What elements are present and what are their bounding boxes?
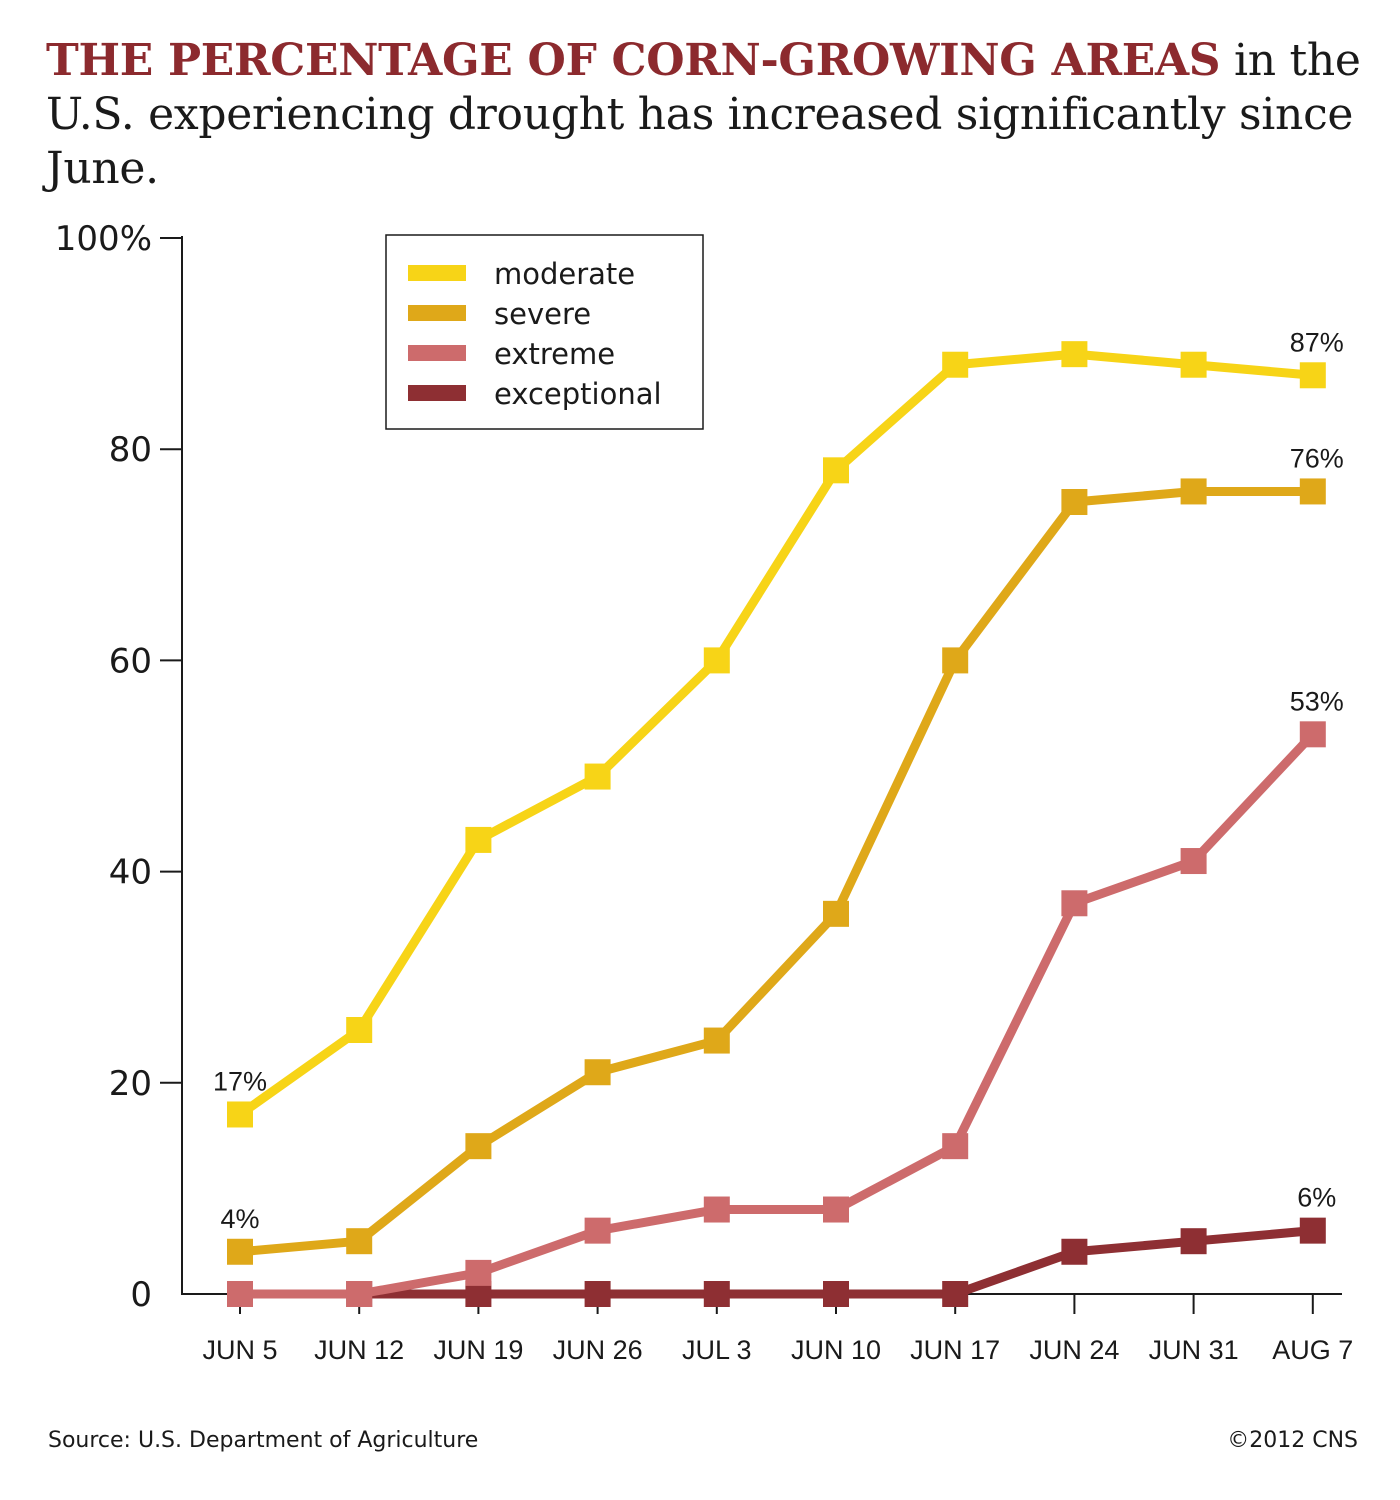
data-labels: 17% 87% 4% 76% 53% 6% — [213, 327, 1344, 1233]
legend-swatch-exceptional — [408, 385, 466, 401]
data-point-extreme — [942, 1133, 969, 1160]
y-tick-label: 100% — [55, 219, 152, 259]
legend-swatch-severe — [408, 305, 466, 321]
legend-label-extreme: extreme — [494, 337, 615, 371]
title-highlight: THE PERCENTAGE OF CORN-GROWING AREAS — [46, 35, 1221, 86]
series-line-exceptional — [240, 1226, 1314, 1299]
data-point-severe — [227, 1238, 253, 1265]
y-tick-label: 40 — [109, 853, 152, 893]
data-label: 17% — [213, 1066, 267, 1096]
data-point-moderate — [942, 351, 969, 378]
data-point-exceptional — [1061, 1238, 1088, 1265]
legend-label-exceptional: exceptional — [494, 377, 662, 411]
x-tick-label: JUN 17 — [910, 1335, 1000, 1365]
data-point-exceptional — [1180, 1228, 1207, 1255]
data-point-extreme — [584, 1217, 611, 1244]
data-point-severe — [346, 1228, 373, 1255]
data-point-extreme — [823, 1196, 849, 1223]
data-point-severe — [1061, 489, 1088, 515]
x-tick-label: JUN 31 — [1149, 1335, 1239, 1365]
data-point-extreme — [227, 1281, 253, 1307]
data-point-extreme — [1299, 721, 1326, 748]
y-tick-label: 60 — [109, 641, 152, 681]
data-point-severe — [1180, 478, 1207, 505]
data-point-moderate — [823, 457, 849, 484]
series-moderate — [227, 341, 1326, 1128]
series-line-moderate — [237, 349, 1314, 1119]
x-tick-label: JUN 24 — [1029, 1335, 1119, 1365]
copyright-note: ©2012 CNS — [1227, 1428, 1358, 1453]
legend: moderate severe extreme exceptional — [385, 234, 704, 430]
data-point-severe — [1299, 478, 1326, 505]
data-point-extreme — [703, 1196, 730, 1223]
data-point-severe — [942, 647, 969, 674]
y-tick-label: 0 — [130, 1275, 152, 1315]
data-point-extreme — [346, 1281, 373, 1307]
title-rest: in the U.S. experiencing drought has inc… — [46, 35, 1361, 194]
legend-label-severe: severe — [494, 297, 591, 331]
x-tick-label: JUN 19 — [433, 1335, 523, 1365]
x-tick-label: JUN 26 — [553, 1335, 643, 1365]
data-label: 53% — [1290, 686, 1344, 716]
axes: 100% 80 60 40 20 0 JUN 5 JUN 12 JUN 19 JUN 26 JUL … — [55, 219, 1354, 1365]
data-point-moderate — [346, 1017, 373, 1043]
data-point-severe — [703, 1027, 730, 1054]
data-point-severe — [823, 900, 849, 927]
data-point-moderate — [465, 826, 492, 853]
x-tick-label: JUN 5 — [202, 1335, 277, 1365]
series-layer — [227, 341, 1326, 1307]
y-tick-label: 20 — [109, 1064, 152, 1104]
data-point-moderate — [584, 763, 611, 790]
data-point-severe — [465, 1133, 492, 1160]
data-point-exceptional — [584, 1281, 611, 1307]
source-note: Source: U.S. Department of Agriculture — [48, 1428, 479, 1453]
data-point-exceptional — [1299, 1217, 1326, 1244]
x-tick-label: JUL 3 — [682, 1335, 752, 1365]
data-point-moderate — [1180, 351, 1207, 378]
legend-swatch-extreme — [408, 345, 466, 361]
chart-title: THE PERCENTAGE OF CORN-GROWING AREAS in … — [46, 34, 1366, 196]
data-point-extreme — [1180, 848, 1207, 875]
x-tick-label: JUN 10 — [791, 1335, 881, 1365]
data-point-extreme — [465, 1259, 492, 1286]
series-extreme — [227, 721, 1326, 1307]
series-severe — [227, 478, 1326, 1265]
data-point-severe — [584, 1059, 611, 1086]
data-label: 87% — [1290, 327, 1344, 357]
data-label: 76% — [1290, 443, 1344, 473]
data-point-exceptional — [942, 1281, 969, 1307]
data-point-exceptional — [703, 1281, 730, 1307]
data-point-moderate — [703, 647, 730, 674]
legend-swatch-moderate — [408, 265, 466, 281]
x-tick-label: AUG 7 — [1272, 1335, 1353, 1365]
data-point-extreme — [1061, 890, 1088, 917]
data-point-moderate — [1061, 341, 1088, 368]
data-point-moderate — [227, 1101, 253, 1128]
series-line-extreme — [240, 731, 1317, 1299]
data-point-moderate — [1299, 362, 1326, 389]
series-line-severe — [239, 486, 1313, 1257]
x-tick-label: JUN 12 — [314, 1335, 404, 1365]
y-tick-label: 80 — [109, 430, 152, 470]
data-label: 6% — [1297, 1183, 1336, 1213]
legend-label-moderate: moderate — [494, 257, 635, 291]
data-point-exceptional — [823, 1281, 849, 1307]
data-label: 4% — [220, 1204, 259, 1234]
